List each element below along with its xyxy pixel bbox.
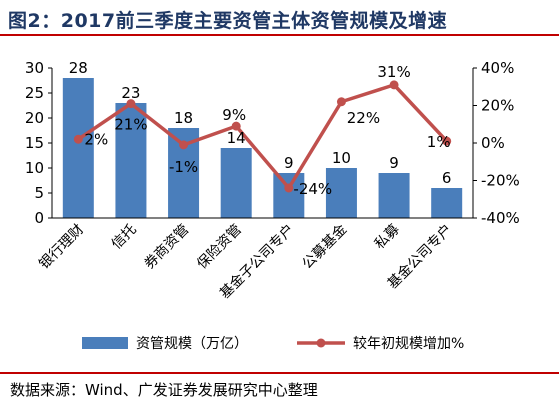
growth-point-基金公司专户 [442,136,452,146]
growth-value-label: 31% [377,63,410,81]
legend-bar-swatch [82,337,128,349]
left-tick-label: 20 [25,109,44,127]
bar-基金子公司专户 [273,173,305,218]
growth-line [77,83,448,190]
growth-value-label: 21% [114,116,147,134]
growth-value-label: -1% [169,158,198,176]
growth-value-label: 1% [427,133,451,151]
growth-value-label: 9% [222,106,246,124]
bar-value-label: 18 [174,109,193,127]
left-tick-label: 5 [34,184,44,202]
left-tick-label: 15 [25,134,44,152]
growth-point-券商资管 [179,140,189,150]
category-label: 银行理财 [36,222,87,273]
bar-value-label: 9 [389,154,399,172]
growth-value-label: -24% [293,180,332,198]
left-tick-label: 10 [25,159,44,177]
source-divider [0,372,559,374]
category-label: 信托 [109,222,140,253]
bar-公募基金 [325,168,357,218]
bar-value-label: 10 [332,149,351,167]
left-tick-label: 25 [25,84,44,102]
category-label: 公募基金 [299,221,351,273]
growth-point-信托 [126,99,136,109]
bar-value-label: 6 [442,169,452,187]
right-tick-label: -40% [481,209,520,227]
title-divider [0,34,559,36]
chart-title: 图2：2017前三季度主要资管主体资管规模及增速 [8,10,448,32]
growth-point-公募基金 [336,97,346,107]
bar-保险资管 [220,148,252,218]
legend-line-label: 较年初规模增加% [353,335,464,352]
legend-line-marker [316,338,326,348]
bar-value-label: 14 [227,129,246,147]
growth-point-银行理财 [73,134,83,144]
right-tick-label: 0% [481,134,505,152]
left-tick-label: 0 [34,209,44,227]
growth-value-label: 22% [347,109,380,127]
category-label: 保险资管 [194,222,245,273]
left-tick-label: 30 [25,59,44,77]
bar-value-label: 9 [284,154,294,172]
growth-point-私募 [389,80,399,90]
bar-私募 [378,173,410,218]
right-tick-label: -20% [481,172,520,190]
right-tick-label: 20% [481,97,514,115]
legend-bar-label: 资管规模（万亿） [136,336,248,352]
right-tick-label: 40% [481,59,514,77]
bar-基金公司专户 [431,188,463,218]
bar-value-label: 28 [69,59,88,77]
growth-point-基金子公司专户 [284,183,294,193]
growth-value-label: 2% [84,130,108,148]
source-note: 数据来源：Wind、广发证券发展研究中心整理 [10,381,318,399]
category-label: 私募 [372,222,403,253]
category-label: 券商资管 [141,222,192,273]
bar-value-label: 23 [121,84,140,102]
growth-point-保险资管 [231,121,241,131]
bar-信托 [115,103,147,218]
bar-银行理财 [62,78,94,218]
